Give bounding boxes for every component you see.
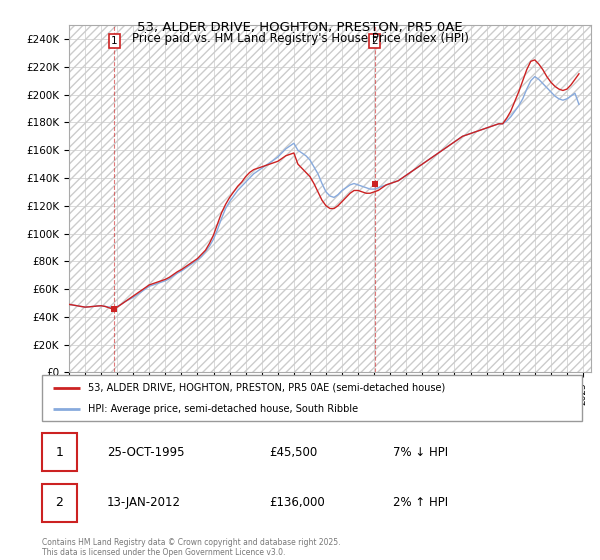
Text: Contains HM Land Registry data © Crown copyright and database right 2025.
This d: Contains HM Land Registry data © Crown c… <box>42 538 341 557</box>
Text: Price paid vs. HM Land Registry's House Price Index (HPI): Price paid vs. HM Land Registry's House … <box>131 32 469 45</box>
Text: HPI: Average price, semi-detached house, South Ribble: HPI: Average price, semi-detached house,… <box>88 404 358 414</box>
Text: 2: 2 <box>371 36 378 45</box>
Text: 1: 1 <box>111 36 118 45</box>
Text: £45,500: £45,500 <box>269 446 317 459</box>
Bar <box>42 433 77 471</box>
Text: 13-JAN-2012: 13-JAN-2012 <box>107 496 181 509</box>
Text: 25-OCT-1995: 25-OCT-1995 <box>107 446 184 459</box>
Text: 53, ALDER DRIVE, HOGHTON, PRESTON, PR5 0AE (semi-detached house): 53, ALDER DRIVE, HOGHTON, PRESTON, PR5 0… <box>88 382 445 393</box>
Text: 2% ↑ HPI: 2% ↑ HPI <box>393 496 448 509</box>
Bar <box>42 484 77 521</box>
Text: 53, ALDER DRIVE, HOGHTON, PRESTON, PR5 0AE: 53, ALDER DRIVE, HOGHTON, PRESTON, PR5 0… <box>137 21 463 34</box>
Text: 7% ↓ HPI: 7% ↓ HPI <box>393 446 448 459</box>
Text: 2: 2 <box>55 496 63 509</box>
Text: 1: 1 <box>55 446 63 459</box>
Text: £136,000: £136,000 <box>269 496 325 509</box>
